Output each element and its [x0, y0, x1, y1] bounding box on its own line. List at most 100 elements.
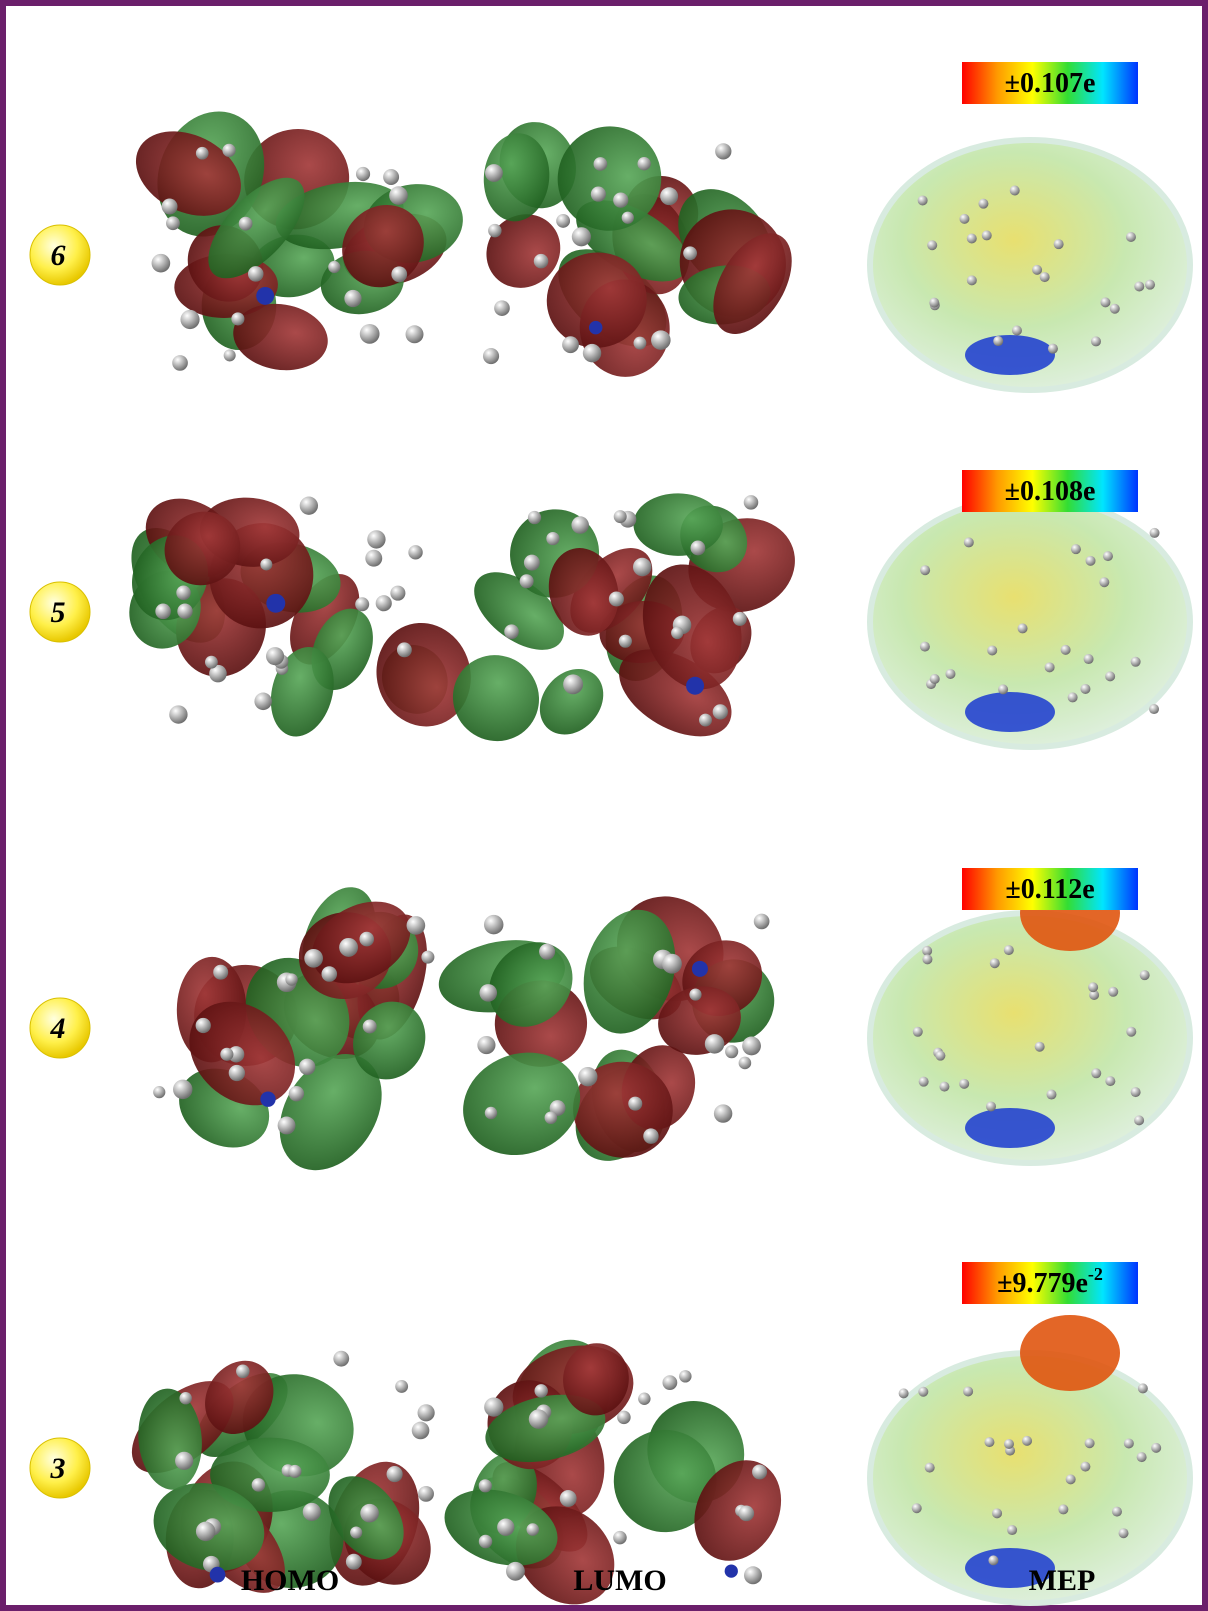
orbital-lobe [448, 1036, 595, 1172]
atom [725, 1564, 738, 1577]
atom [231, 312, 244, 325]
atom [1100, 297, 1110, 307]
atom [739, 1506, 755, 1522]
atom [1004, 1439, 1014, 1449]
atom [993, 336, 1003, 346]
atom [179, 1392, 191, 1404]
mep-range: ±0.112e [1005, 874, 1094, 905]
atom [689, 989, 701, 1001]
atom [594, 157, 608, 171]
mep-negative [965, 692, 1055, 732]
atom [591, 187, 606, 202]
atom [1131, 1087, 1141, 1097]
atom [344, 290, 361, 307]
atom [715, 143, 731, 159]
atom [920, 642, 930, 652]
atom [1085, 1438, 1095, 1448]
atom [529, 1409, 548, 1428]
atom [252, 1478, 266, 1492]
atom [196, 147, 209, 160]
atom [387, 1466, 403, 1482]
atom [479, 1535, 492, 1548]
atom [744, 1566, 762, 1584]
atom [927, 240, 937, 250]
atom [172, 355, 188, 371]
atom [155, 604, 171, 620]
orbital-image [122, 95, 470, 376]
atom [484, 1397, 503, 1416]
atom [1105, 1076, 1115, 1086]
atom [175, 1452, 193, 1470]
atom [360, 324, 380, 344]
atom [1012, 326, 1022, 336]
atom [412, 1422, 430, 1440]
atom [899, 1388, 909, 1398]
atom [733, 612, 747, 626]
atom [922, 954, 932, 964]
atom [1007, 1525, 1017, 1535]
atom [367, 530, 385, 548]
atom [479, 984, 497, 1002]
atom [742, 1037, 761, 1056]
mep-image [870, 1315, 1190, 1603]
atom [1137, 1452, 1147, 1462]
atom [180, 310, 199, 329]
atom [925, 1463, 935, 1473]
atom [990, 958, 1000, 968]
column-label: MEP [1029, 1564, 1096, 1597]
mep-range: ±0.107e [1005, 68, 1096, 99]
atom [617, 1411, 631, 1425]
atom [929, 298, 939, 308]
atom [260, 558, 272, 570]
atom [418, 1486, 434, 1502]
atom [679, 1370, 691, 1382]
atom [1119, 1528, 1129, 1538]
atom [408, 545, 422, 559]
mep-range-value: ±0.112e [1005, 874, 1094, 905]
atom [289, 1086, 304, 1101]
atom [176, 586, 190, 600]
atom [1040, 272, 1050, 282]
mep-range-exponent: -2 [1088, 1264, 1103, 1284]
atom [959, 1079, 969, 1089]
atom [1091, 1068, 1101, 1078]
atom [288, 1465, 301, 1478]
atom [383, 169, 399, 185]
atom [360, 1504, 379, 1523]
atom [236, 1365, 249, 1378]
atom [619, 635, 632, 648]
orbital-image [153, 877, 439, 1190]
atom [166, 216, 180, 230]
atom [545, 1111, 558, 1124]
atom [563, 674, 583, 694]
atom [1145, 280, 1155, 290]
atom [945, 669, 955, 679]
atom [162, 199, 178, 215]
atom [254, 693, 272, 711]
atom [534, 254, 549, 269]
atom [365, 550, 382, 567]
atom [987, 645, 997, 655]
atom [662, 954, 682, 974]
atom [613, 193, 628, 208]
atom [638, 1393, 650, 1405]
atom [978, 199, 988, 209]
atom [614, 510, 627, 523]
mep-negative [965, 1108, 1055, 1148]
mep-range: ±0.108e [1005, 476, 1096, 507]
row-label: 4 [50, 1012, 66, 1045]
atom [389, 186, 408, 205]
atom [539, 944, 555, 960]
atom [1099, 577, 1109, 587]
mep-range-value: ±9.779e [997, 1268, 1088, 1299]
atom [660, 187, 678, 205]
atom [1088, 982, 1098, 992]
atom [1086, 556, 1096, 566]
atom [266, 594, 285, 613]
mep-range: ±9.779e-2 [997, 1264, 1103, 1299]
atom [479, 1479, 492, 1492]
atom [1110, 304, 1120, 314]
atom [963, 1386, 973, 1396]
atom [964, 537, 974, 547]
atom [998, 684, 1008, 694]
